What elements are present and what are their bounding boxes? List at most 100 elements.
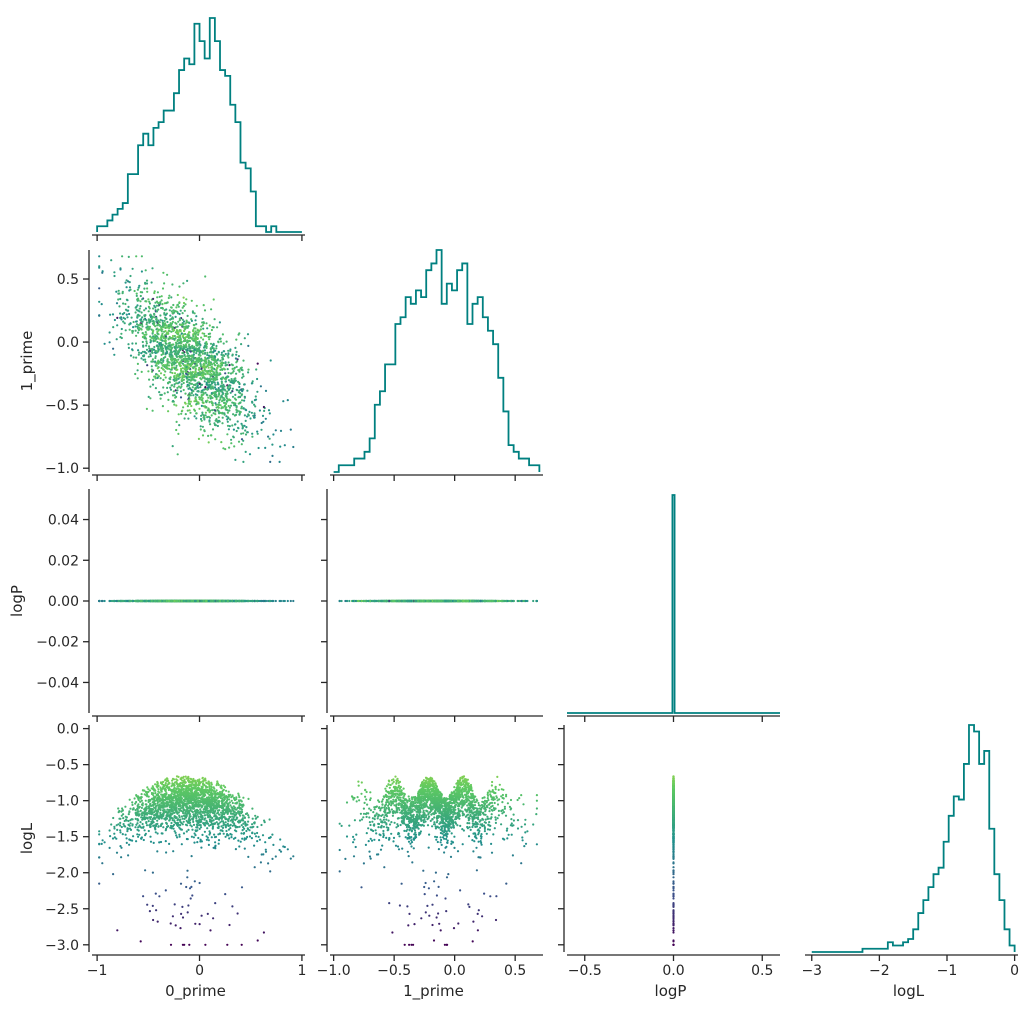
- hist-logP: [567, 494, 780, 714]
- point-1_prime-0_prime-70: [161, 364, 164, 367]
- point-1_prime-0_prime-207: [213, 386, 217, 389]
- point-1_prime-0_prime-1678: [181, 306, 184, 309]
- point-1_prime-0_prime-1857: [171, 311, 174, 315]
- point-1_prime-0_prime-1946: [182, 381, 185, 385]
- point-1_prime-0_prime-1831: [207, 441, 210, 444]
- point-1_prime-0_prime-2125: [199, 417, 203, 421]
- point-1_prime-0_prime-1799: [210, 382, 213, 385]
- point-1_prime-0_prime-1998: [164, 376, 167, 379]
- point-1_prime-0_prime-201: [158, 391, 161, 394]
- point-1_prime-0_prime-2040: [245, 426, 248, 429]
- point-1_prime-0_prime-1138: [228, 409, 231, 412]
- point-1_prime-0_prime-1755: [193, 332, 197, 335]
- point-1_prime-0_prime-628: [211, 428, 215, 431]
- point-1_prime-0_prime-826: [240, 366, 243, 369]
- point-1_prime-0_prime-1644: [179, 344, 182, 347]
- point-1_prime-0_prime-1905: [206, 353, 209, 357]
- point-1_prime-0_prime-484: [120, 327, 123, 331]
- point-1_prime-0_prime-1306: [205, 322, 208, 325]
- point-1_prime-0_prime-589: [176, 335, 179, 338]
- point-1_prime-0_prime-497: [230, 442, 233, 445]
- point-1_prime-0_prime-1997: [166, 350, 169, 354]
- point-1_prime-0_prime-595: [219, 359, 222, 362]
- point-1_prime-0_prime-1407: [262, 405, 265, 409]
- point-1_prime-0_prime-337: [242, 432, 245, 435]
- point-1_prime-0_prime-2063: [145, 279, 149, 282]
- point-1_prime-0_prime-1261: [156, 296, 159, 299]
- point-1_prime-0_prime-1327: [242, 388, 245, 391]
- point-logP-0_prime-2177: [190, 599, 193, 603]
- point-1_prime-0_prime-1880: [110, 259, 113, 262]
- point-1_prime-0_prime-1891: [196, 401, 199, 404]
- point-1_prime-0_prime-1536: [213, 318, 216, 321]
- point-1_prime-0_prime-2135: [153, 323, 156, 326]
- point-1_prime-0_prime-1350: [188, 409, 191, 412]
- point-1_prime-0_prime-564: [226, 433, 229, 436]
- point-1_prime-0_prime-1188: [129, 354, 133, 357]
- point-1_prime-0_prime-1136: [238, 332, 241, 335]
- point-1_prime-0_prime-1384: [195, 412, 198, 415]
- point-1_prime-0_prime-1809: [177, 305, 180, 308]
- point-1_prime-0_prime-1051: [231, 395, 235, 398]
- point-1_prime-0_prime-1666: [141, 340, 144, 344]
- point-1_prime-0_prime-1017: [128, 286, 132, 289]
- point-1_prime-0_prime-1960: [216, 374, 219, 377]
- point-1_prime-0_prime-2099: [182, 296, 185, 299]
- point-1_prime-0_prime-612: [184, 402, 187, 405]
- point-1_prime-0_prime-1883: [225, 415, 228, 418]
- point-1_prime-0_prime-2172: [210, 351, 213, 354]
- point-1_prime-0_prime-1841: [182, 343, 185, 347]
- point-1_prime-0_prime-2106: [188, 378, 191, 381]
- point-1_prime-0_prime-420: [235, 350, 238, 353]
- point-1_prime-0_prime-1990: [167, 398, 170, 401]
- point-1_prime-0_prime-1677: [135, 320, 138, 323]
- point-1_prime-0_prime-1472: [168, 294, 171, 297]
- point-1_prime-0_prime-1414: [141, 298, 144, 301]
- point-1_prime-0_prime-2003: [198, 356, 201, 359]
- point-1_prime-0_prime-2036: [210, 354, 213, 357]
- point-1_prime-0_prime-1343: [177, 320, 180, 323]
- point-1_prime-0_prime-829: [119, 268, 122, 271]
- point-1_prime-0_prime-842: [205, 341, 208, 344]
- point-1_prime-0_prime-982: [271, 443, 274, 446]
- point-1_prime-0_prime-1314: [208, 332, 212, 335]
- point-1_prime-0_prime-508: [268, 412, 271, 415]
- point-1_prime-0_prime-567: [144, 331, 147, 334]
- point-1_prime-0_prime-1770: [98, 266, 101, 269]
- point-logP-0_prime-2127: [238, 599, 242, 603]
- point-1_prime-0_prime-1951: [195, 357, 198, 361]
- point-1_prime-0_prime-1460: [205, 360, 208, 364]
- point-1_prime-0_prime-1634: [217, 340, 220, 343]
- point-1_prime-0_prime-2158: [214, 409, 217, 412]
- point-1_prime-0_prime-1311: [177, 432, 180, 435]
- point-1_prime-0_prime-1936: [150, 365, 153, 368]
- point-1_prime-0_prime-1276: [219, 398, 222, 401]
- point-1_prime-0_prime-792: [172, 399, 175, 403]
- point-1_prime-0_prime-1708: [101, 271, 104, 274]
- point-1_prime-0_prime-1618: [218, 321, 221, 324]
- point-1_prime-0_prime-2176: [175, 428, 178, 432]
- point-1_prime-0_prime-1967: [178, 334, 182, 337]
- point-1_prime-0_prime-2190: [143, 350, 146, 353]
- point-1_prime-0_prime-749: [257, 446, 260, 450]
- point-1_prime-0_prime-1760: [180, 323, 184, 326]
- point-1_prime-0_prime-97: [134, 311, 137, 314]
- point-1_prime-0_prime-1840: [252, 414, 255, 417]
- point-1_prime-0_prime-1661: [155, 320, 158, 323]
- point-1_prime-0_prime-2150: [169, 348, 173, 351]
- point-1_prime-0_prime-2174: [264, 446, 267, 449]
- point-1_prime-0_prime-1805: [208, 379, 211, 382]
- point-1_prime-0_prime-2145: [211, 385, 214, 388]
- point-1_prime-0_prime-568: [161, 307, 164, 310]
- point-1_prime-0_prime-1397: [151, 267, 154, 270]
- point-1_prime-0_prime-1952: [210, 400, 213, 403]
- point-1_prime-0_prime-1086: [149, 335, 152, 338]
- point-1_prime-0_prime-576: [256, 377, 259, 381]
- point-1_prime-0_prime-1591: [139, 291, 142, 294]
- point-1_prime-0_prime-712: [241, 376, 244, 379]
- point-1_prime-0_prime-1977: [247, 414, 250, 417]
- point-1_prime-0_prime-383: [186, 279, 189, 282]
- point-1_prime-0_prime-1742: [195, 399, 198, 402]
- point-1_prime-0_prime-1258: [165, 308, 168, 311]
- point-1_prime-0_prime-1483: [193, 409, 197, 412]
